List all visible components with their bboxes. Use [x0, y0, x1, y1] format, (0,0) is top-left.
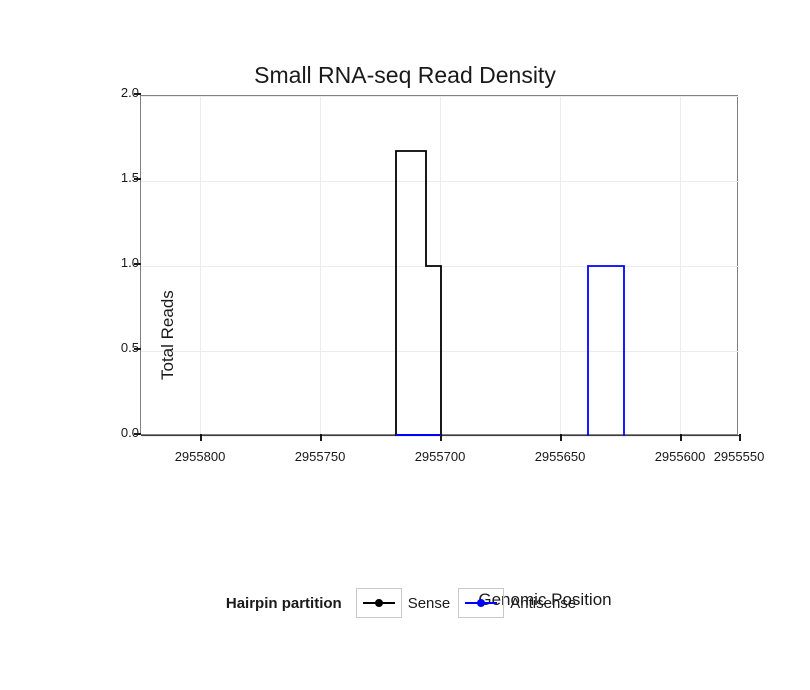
legend-item-antisense[interactable]: Antisense — [458, 588, 576, 618]
y-tick-label: 0.5 — [109, 340, 139, 355]
x-tick-label: 2955650 — [535, 449, 586, 464]
x-tick-label: 2955550 — [714, 449, 765, 464]
legend-dot-sense — [375, 599, 383, 607]
y-axis-title: Total Reads — [158, 360, 178, 380]
legend-label-antisense: Antisense — [510, 595, 576, 612]
legend-dot-antisense — [477, 599, 485, 607]
legend-label-sense: Sense — [408, 595, 451, 612]
plot-area: 0.0 0.5 1.0 1.5 2.0 2955800 2955750 2955… — [140, 95, 738, 435]
x-tick-label: 2955800 — [175, 449, 226, 464]
sense-curve — [396, 151, 441, 436]
legend-title: Hairpin partition — [226, 595, 342, 612]
x-tick-label: 2955750 — [295, 449, 346, 464]
antisense-curve — [588, 266, 624, 436]
x-tick-mark — [739, 434, 741, 441]
y-tick-label: 1.0 — [109, 255, 139, 270]
legend-swatch-antisense — [458, 588, 504, 618]
y-tick-label: 0.0 — [109, 425, 139, 440]
legend-item-sense[interactable]: Sense — [356, 588, 451, 618]
plot-border: 0.0 0.5 1.0 1.5 2.0 2955800 2955750 2955… — [140, 95, 738, 435]
x-tick-label: 2955600 — [655, 449, 706, 464]
read-density-curves — [141, 96, 739, 436]
legend: Hairpin partition Sense Antisense — [0, 588, 810, 618]
y-tick-label: 2.0 — [109, 85, 139, 100]
x-tick-label: 2955700 — [415, 449, 466, 464]
legend-swatch-sense — [356, 588, 402, 618]
y-tick-label: 1.5 — [109, 170, 139, 185]
